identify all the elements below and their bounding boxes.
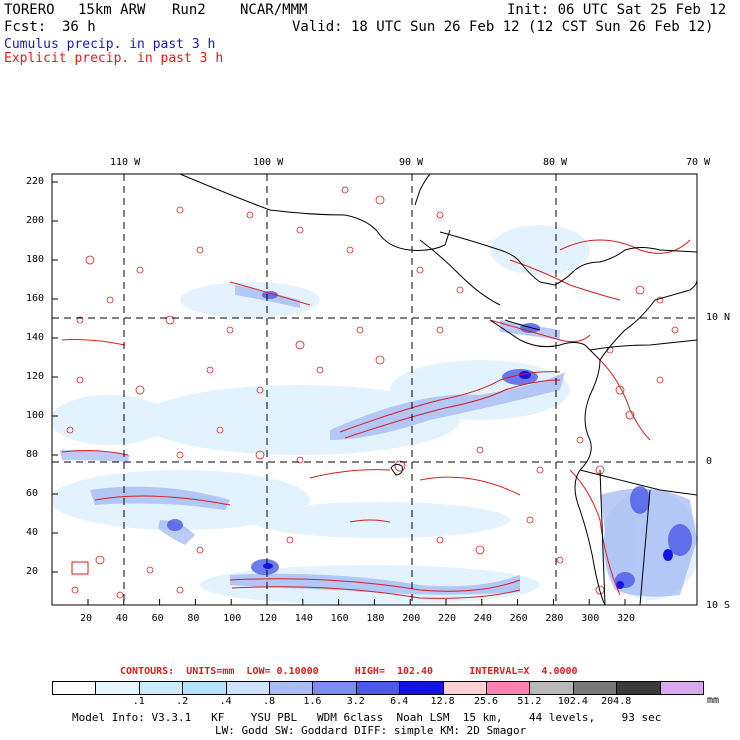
y-label: 200 [26,215,45,226]
colorbar-units: mm [707,695,720,706]
x-label: 140 [294,613,313,624]
colorbar-label: .2 [176,696,189,707]
y-label: 120 [26,371,45,382]
colorbar-label: 25.6 [473,696,499,707]
axis-ticks [52,181,626,605]
colorbar-swatch [95,681,140,695]
y-label: 220 [26,176,45,187]
x-label: 280 [545,613,564,624]
y-label: 160 [26,293,45,304]
run-label: Run2 [172,2,206,18]
x-label: 220 [438,613,457,624]
colorbar-swatch [182,681,227,695]
colorbar-label: 1.6 [303,696,322,707]
y-label: 60 [26,488,39,499]
x-label: 20 [80,613,93,624]
colorbar-swatch [138,681,184,695]
colorbar-label: .1 [132,696,145,707]
x-label: 200 [402,613,421,624]
colorbar-swatch [442,681,487,695]
colorbar-swatch [486,681,531,695]
colorbar-label: 3.2 [346,696,365,707]
colorbar-swatch [312,681,357,695]
coastlines [179,174,697,605]
lon-label-90w: 90 W [399,157,424,168]
colorbar-swatch [399,681,444,695]
x-label: 180 [366,613,385,624]
y-label: 180 [26,254,45,265]
model-info: Model Info: V3.3.1 KF YSU PBL WDM 6class… [72,711,662,724]
legend-explicit: Explicit precip. in past 3 h [4,51,224,66]
x-label: 320 [617,613,636,624]
y-label: 40 [26,527,39,538]
forecast-hour: 36 h [62,19,96,35]
forecast-label: Fcst: [4,19,47,35]
x-label: 240 [473,613,492,624]
init-time: Init: 06 UTC Sat 25 Feb 12 [507,2,727,18]
cumulus-precip-field [52,225,697,605]
colorbar-swatch [52,681,97,695]
lon-label-100w: 100 W [253,157,284,168]
y-label: 140 [26,332,45,343]
colorbar-swatch [616,681,661,695]
colorbar-swatch [269,681,314,695]
colorbar-label: 12.8 [430,696,455,707]
colorbar-swatch [529,681,574,695]
y-label: 80 [26,449,39,460]
lon-label-110w: 110 W [110,157,141,168]
model-name: TORERO [4,2,55,18]
x-label: 120 [259,613,278,624]
lat-label-10s: 10 S [706,600,731,611]
x-label: 300 [581,613,600,624]
y-label: 100 [26,410,45,421]
org-label: NCAR/MMM [240,2,308,18]
colorbar-label: 102.4 [557,696,588,707]
x-label: 40 [115,613,128,624]
colorbar-swatch [659,681,704,695]
colorbar-swatch [225,681,270,695]
lon-label-80w: 80 W [543,157,568,168]
x-label: 160 [330,613,349,624]
x-label: 60 [151,613,164,624]
colorbar-label: 204.8 [601,696,632,707]
physics-info: LW: Godd SW: Goddard DIFF: simple KM: 2D… [215,724,527,737]
colorbar-label: .4 [219,696,232,707]
x-label: 100 [223,613,242,624]
explicit-precip-contours [61,186,691,599]
y-label: 20 [26,566,39,577]
lat-label-0: 0 [706,456,713,467]
contours-info: CONTOURS: UNITS=mm LOW= 0.10000 HIGH= 10… [120,666,578,677]
colorbar-label: 6.4 [390,696,409,707]
valid-time: Valid: 18 UTC Sun 26 Feb 12 (12 CST Sun … [292,19,714,35]
lon-label-70w: 70 W [686,157,711,168]
colorbar-label: .8 [262,696,276,707]
x-label: 80 [187,613,200,624]
x-label: 260 [509,613,528,624]
legend-cumulus: Cumulus precip. in past 3 h [4,37,216,52]
colorbar-swatch [355,681,401,695]
colorbar-label: 51.2 [517,696,542,707]
model-resolution: 15km ARW [78,2,146,18]
colorbar-swatch [572,681,618,695]
lat-label-10n: 10 N [706,312,731,323]
